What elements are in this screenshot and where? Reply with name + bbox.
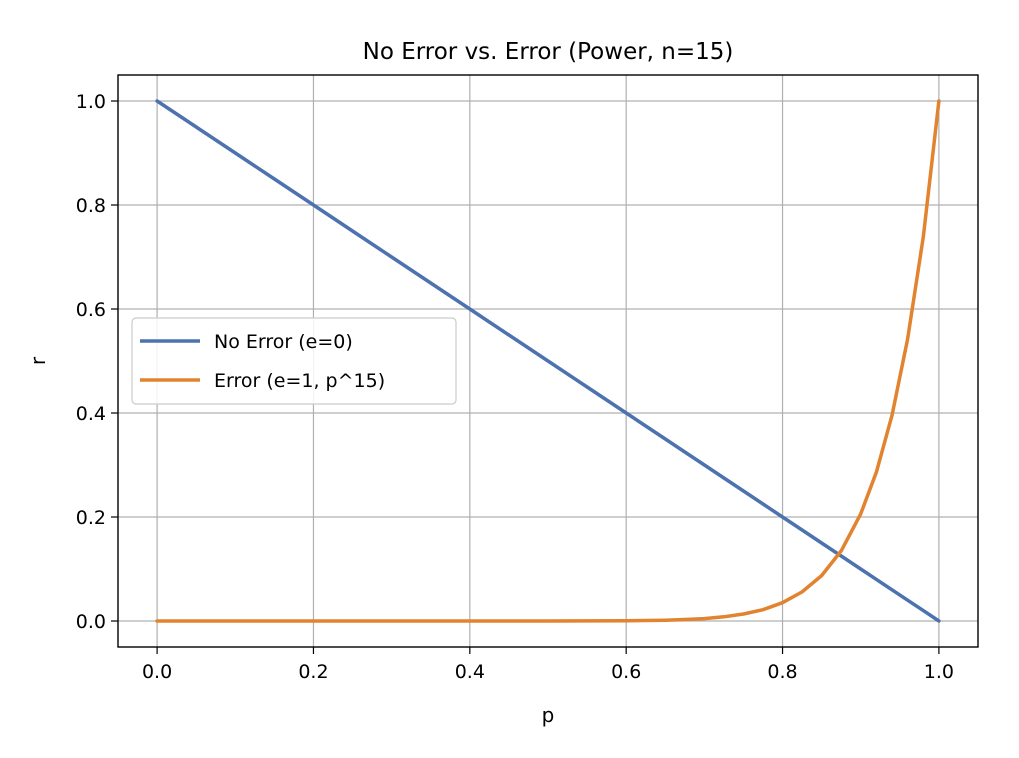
y-axis-label: r: [26, 356, 50, 365]
series-line-0: [155, 99, 941, 623]
x-tick-label: 0.6: [611, 661, 641, 683]
chart-title: No Error vs. Error (Power, n=15): [363, 39, 734, 65]
y-axis-ticks: 0.0 0.2 0.4 0.6 0.8 1.0: [76, 91, 118, 633]
data-series: [155, 99, 941, 623]
y-tick-label: 0.4: [76, 403, 106, 425]
y-tick-label: 0.6: [76, 299, 106, 321]
y-tick-label: 0.2: [76, 507, 106, 529]
x-tick-label: 0.4: [455, 661, 485, 683]
legend-box: [131, 317, 457, 405]
y-tick-label: 0.0: [76, 611, 106, 633]
plot-frame: [117, 74, 979, 648]
y-tick-label: 0.8: [76, 195, 106, 217]
x-axis-ticks: 0.0 0.2 0.4 0.6 0.8 1.0: [142, 647, 954, 683]
legend: No Error (e=0) Error (e=1, p^15): [131, 317, 457, 405]
legend-label-no-error: No Error (e=0): [214, 331, 353, 353]
series-line-1: [155, 99, 941, 623]
x-axis-label: p: [542, 703, 555, 727]
x-tick-label: 0.2: [298, 661, 328, 683]
legend-label-error: Error (e=1, p^15): [214, 370, 385, 392]
y-tick-label: 1.0: [76, 91, 106, 113]
x-tick-label: 0.8: [767, 661, 797, 683]
x-tick-label: 1.0: [924, 661, 954, 683]
x-tick-label: 0.0: [142, 661, 172, 683]
